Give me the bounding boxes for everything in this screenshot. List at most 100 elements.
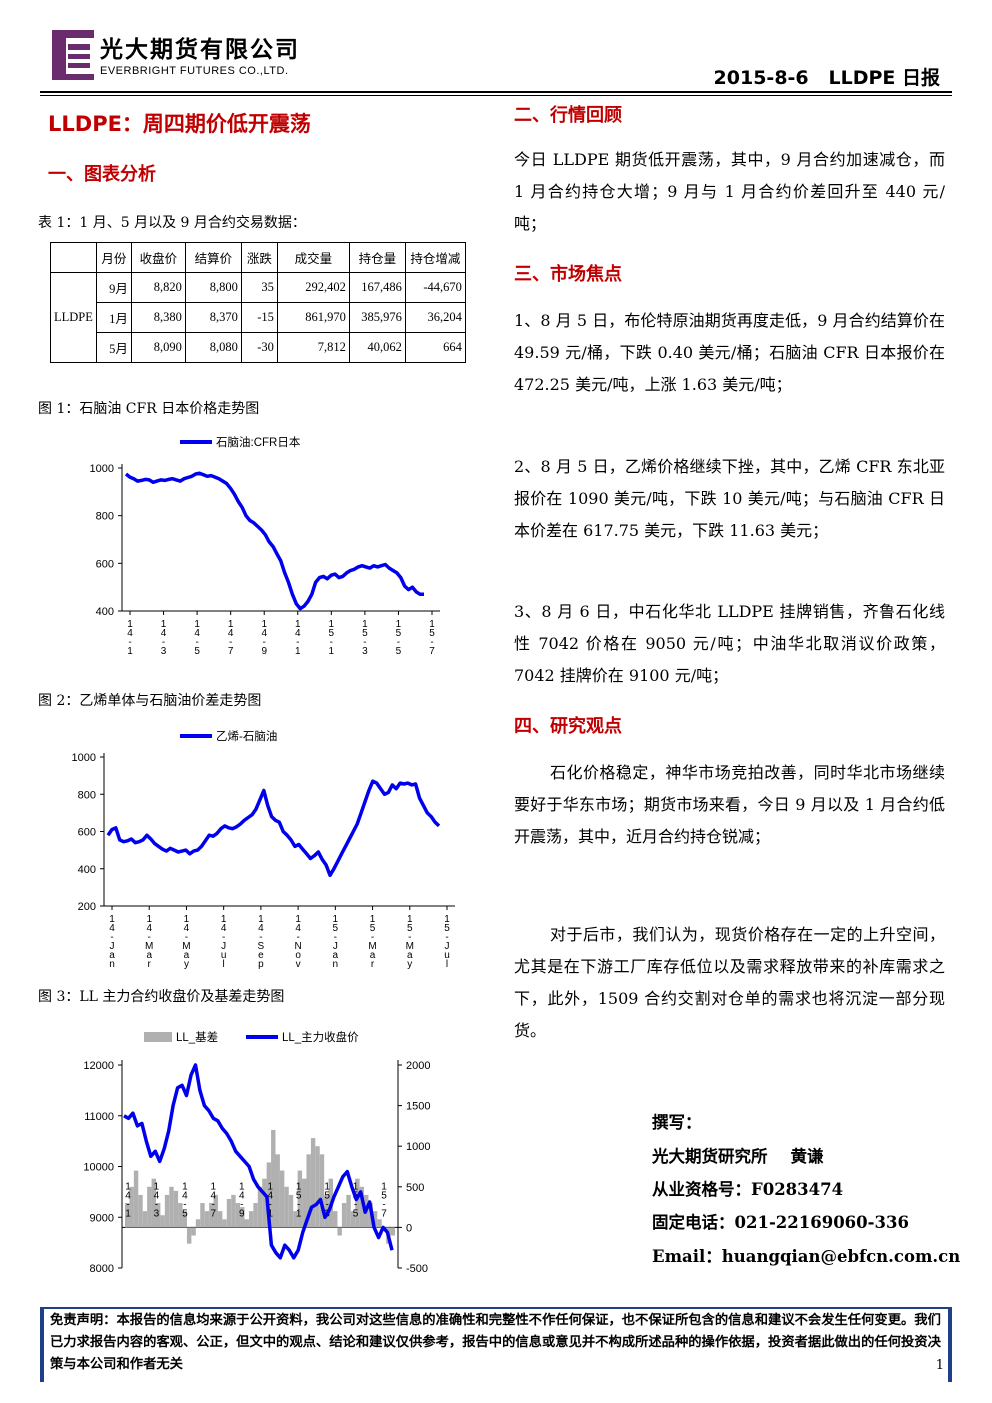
- table-header-cell: 月份: [95, 242, 132, 273]
- legend-label: LL_基差: [176, 1030, 218, 1044]
- basis-bar: [240, 1207, 245, 1228]
- naphtha-price-chart: 1000 800 600 400 1 4 -1 1 4 -3 1 4 -5 1 4 -7 1 4 -9 1 4 -1 1 5-…: [90, 435, 440, 657]
- table-header-cell: 持仓量: [348, 242, 406, 273]
- contract-data-table: 月份 收盘价 结算价 涨跌 成交量 持仓量 持仓增减 LLDPE 9月 8,82…: [50, 242, 466, 363]
- basis-bar: [173, 1190, 179, 1228]
- basis-bar: [310, 1138, 316, 1228]
- table-cell: -44,670: [404, 272, 466, 303]
- x-tick-label: 1 4 -J u l: [221, 914, 227, 970]
- y-tick-label: 600: [78, 827, 96, 839]
- table-cell: 35: [240, 272, 278, 303]
- basis-bar: [178, 1203, 183, 1228]
- basis-bar: [182, 1211, 187, 1228]
- legend-swatch: [144, 1032, 172, 1042]
- table-row: 5月 8,090 8,080 -30 7,812 40,062 664: [51, 332, 466, 363]
- x-tick-label: 1 5 -M a r: [368, 914, 376, 970]
- legend-label: 石脑油:CFR日本: [216, 435, 301, 449]
- opinion-paragraph-2: 对于后市，我们认为，现货价格存在一定的上升空间，尤其是在下游工厂库存低位以及需求…: [514, 925, 945, 1040]
- basis-bar: [377, 1219, 382, 1228]
- table-row: 1月 8,380 8,370 -15 861,970 385,976 36,20…: [51, 302, 466, 333]
- y-tick-label-left: 11000: [84, 1111, 114, 1123]
- basis-bar: [337, 1227, 342, 1236]
- review-paragraph: 今日 LLDPE 期货低开震荡，其中，9 月合约加速减仓，而 1 月合约持仓大增…: [514, 150, 945, 233]
- table-cell: 40,062: [348, 332, 406, 363]
- table-header-cell: 结算价: [184, 242, 242, 273]
- y-tick-label-right: 2000: [406, 1060, 430, 1072]
- y-tick-label: 1000: [72, 752, 96, 764]
- table-cell: 8,380: [130, 302, 186, 333]
- basis-bar: [191, 1227, 196, 1236]
- table-cell: -15: [240, 302, 278, 333]
- basis-bar: [306, 1154, 311, 1228]
- ethylene-spread-chart: 1000 800 600 400 200 1 4 -J a n 1 4 -M a r 1 4 -M a y 1 4 -J u l…: [72, 729, 455, 970]
- disclaimer-frame: [40, 1307, 952, 1382]
- figure2-caption: 图 2：乙烯单体与石脑油价差走势图: [38, 693, 262, 709]
- x-tick-label: 1 4 -M a r: [145, 914, 153, 970]
- disclaimer-text: 免责声明：本报告的信息均来源于公开资料，我公司对这些信息的准确性和完整性不作任何…: [50, 1313, 941, 1372]
- table-cell: 8,080: [184, 332, 242, 363]
- basis-bar: [133, 1170, 139, 1228]
- basis-bar: [155, 1203, 161, 1228]
- basis-bar: [160, 1215, 165, 1228]
- basis-bar: [200, 1203, 205, 1228]
- basis-bar: [390, 1227, 395, 1236]
- basis-bar: [355, 1178, 360, 1228]
- focus-item-1: 1、8 月 5 日，布伦特原油期货再度走低，9 月合约结算价在 49.59 元/…: [514, 311, 945, 394]
- ll-price-basis-chart: 12000 11000 10000 9000 8000 2000 1500 1000 500 0 -…: [83, 1030, 430, 1275]
- focus-item-3: 3、8 月 6 日，中石化华北 LLDPE 挂牌销售，齐鲁石化线性 7042 价…: [514, 602, 945, 685]
- series-line: [124, 471, 424, 611]
- basis-bar: [253, 1203, 258, 1228]
- legend-label: LL_主力收盘价: [282, 1030, 359, 1044]
- basis-bar: [164, 1194, 170, 1228]
- y-tick-label-right: -500: [406, 1263, 428, 1275]
- table-header-cell: 收盘价: [130, 242, 186, 273]
- table-cell: 7,812: [276, 332, 350, 363]
- basis-bar: [222, 1219, 227, 1228]
- basis-bar: [359, 1186, 365, 1228]
- table-cell: 292,402: [276, 272, 350, 303]
- basis-bar: [125, 1203, 130, 1228]
- focus-item-2: 2、8 月 5 日，乙烯价格继续下挫，其中，乙烯 CFR 东北亚报价在 1090…: [514, 457, 945, 540]
- x-tick-label: 1 5 -5: [396, 619, 402, 657]
- basis-bar: [271, 1129, 276, 1228]
- table-cell: 8,370: [184, 302, 242, 333]
- basis-bar: [169, 1186, 174, 1228]
- y-tick-label: 200: [78, 901, 96, 913]
- author-email: Email：huangqian@ebfcn.com.cn: [652, 1247, 961, 1266]
- basis-bar: [209, 1203, 214, 1228]
- author-phone: 固定电话：021-22169060-336: [652, 1213, 909, 1232]
- basis-bar: [248, 1211, 254, 1228]
- basis-bar: [341, 1203, 347, 1228]
- y-tick-label: 600: [96, 558, 114, 570]
- x-tick-label: 1 4 -1: [125, 1181, 131, 1219]
- legend-label: 乙烯-石脑油: [216, 729, 277, 743]
- basis-bar: [350, 1211, 356, 1228]
- basis-bar: [284, 1186, 289, 1228]
- section-market-focus: 三、市场焦点: [514, 264, 622, 285]
- table-cell: 385,976: [348, 302, 406, 333]
- basis-bar: [262, 1178, 267, 1228]
- x-tick-label: 1 4 -9: [261, 619, 267, 657]
- x-tick-label: 1 4 -3: [161, 619, 167, 657]
- basis-bar: [333, 1211, 338, 1228]
- y-tick-label-left: 9000: [90, 1212, 114, 1224]
- y-tick-label: 400: [96, 606, 114, 618]
- table-cell: 36,204: [404, 302, 466, 333]
- table-cell: 1月: [95, 302, 132, 333]
- y-tick-label-left: 8000: [90, 1263, 114, 1275]
- x-tick-label: 1 4 -1: [267, 1181, 273, 1219]
- basis-bar: [275, 1154, 280, 1228]
- y-tick-label-right: 500: [406, 1182, 424, 1194]
- series-line: [106, 779, 441, 878]
- table-cell: 8,820: [130, 272, 186, 303]
- author-name: 光大期货研究所 黄谦: [652, 1147, 824, 1166]
- header-rule: [40, 91, 952, 93]
- section-market-review: 二、行情回顾: [514, 105, 622, 126]
- y-tick-label: 1000: [90, 463, 114, 475]
- close-price-line: [123, 1063, 394, 1260]
- y-tick-label-right: 0: [406, 1222, 412, 1234]
- basis-bar: [186, 1227, 192, 1244]
- basis-bar: [324, 1194, 329, 1228]
- page-number: 1: [935, 1358, 944, 1373]
- y-tick-label-left: 10000: [83, 1162, 114, 1174]
